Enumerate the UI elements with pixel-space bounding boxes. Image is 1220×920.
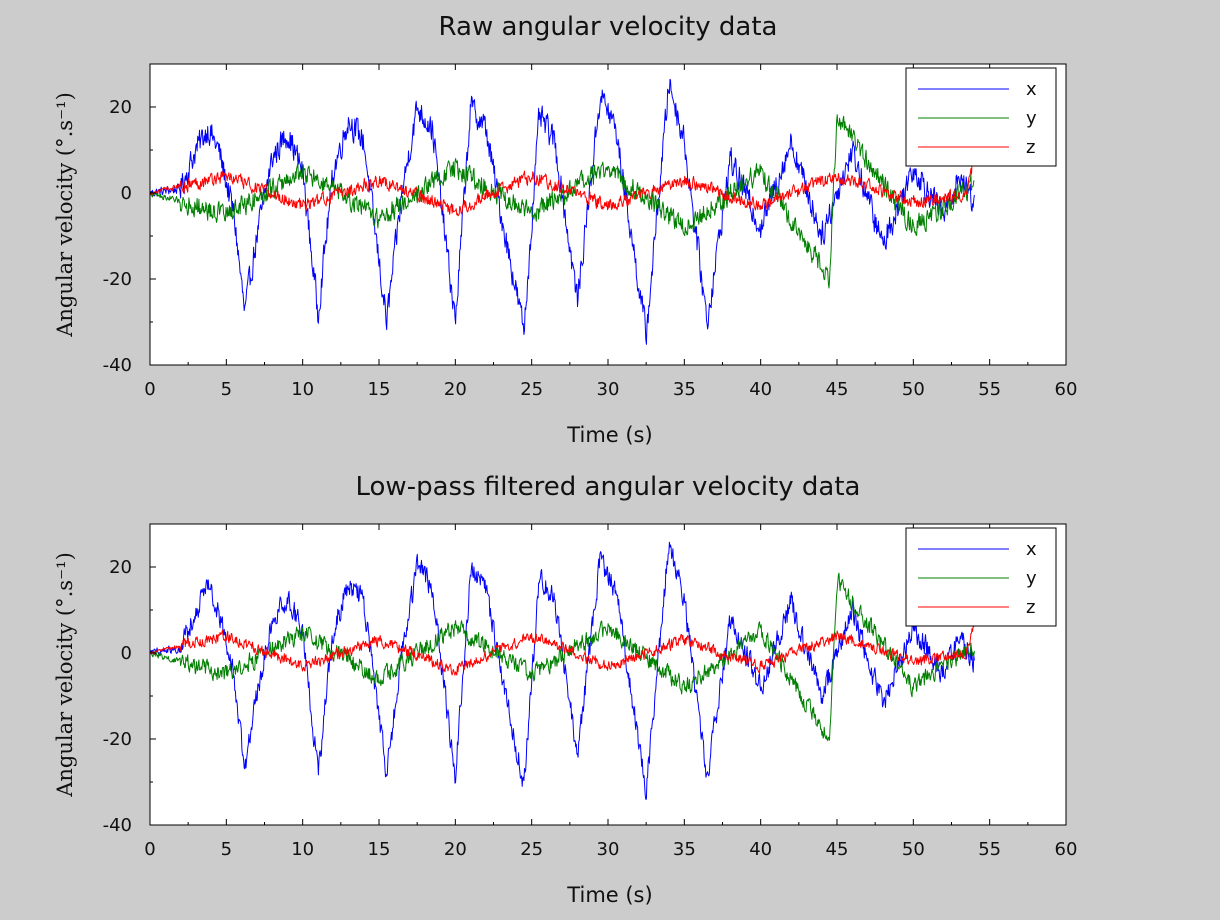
chart2-xtick-label: 20 (444, 839, 467, 860)
chart1-legend-label-x: x (1026, 79, 1037, 100)
chart2-title: Low-pass filtered angular velocity data (356, 472, 861, 502)
chart1-ytick-label: 0 (121, 183, 132, 204)
chart2-xtick-label: 30 (597, 839, 620, 860)
chart1-xtick-label: 5 (221, 379, 232, 400)
chart2-xtick-label: 25 (520, 839, 543, 860)
chart2-xtick-label: 35 (673, 839, 696, 860)
chart2-legend-label-z: z (1026, 597, 1035, 618)
chart2-ylabel: Angular velocity (°.s⁻¹) (53, 552, 77, 798)
chart1-series-z-line (150, 156, 975, 217)
chart2-xtick-label: 45 (826, 839, 849, 860)
chart2-ytick-label: -40 (103, 815, 132, 836)
chart1-xtick-label: 15 (368, 379, 391, 400)
chart1-title: Raw angular velocity data (439, 12, 778, 42)
chart2-legend-label-y: y (1026, 568, 1037, 589)
chart2-legend-label-x: x (1026, 539, 1037, 560)
chart1-series-group (150, 78, 975, 345)
chart2-series-z-line (150, 623, 975, 676)
chart1-xtick-label: 60 (1055, 379, 1078, 400)
chart1-legend-label-y: y (1026, 108, 1037, 129)
chart1-xtick-label: 0 (144, 379, 155, 400)
chart1-xtick-label: 40 (749, 379, 772, 400)
chart2-ytick-label: 0 (121, 643, 132, 664)
chart1-ytick-label: -20 (103, 269, 132, 290)
chart2-xtick-label: 40 (749, 839, 772, 860)
chart2-xtick-label: 50 (902, 839, 925, 860)
chart1-series-x-line (150, 78, 975, 345)
chart2-legend: xyz (905, 527, 1057, 627)
chart2-ytick-label: 20 (109, 557, 132, 578)
chart2-xtick-label: 15 (368, 839, 391, 860)
chart2-xtick-label: 55 (978, 839, 1001, 860)
chart1-xlabel: Time (s) (566, 423, 652, 447)
chart2-xtick-label: 0 (144, 839, 155, 860)
chart1-legend-box (905, 67, 1057, 167)
chart1-xtick-label: 10 (291, 379, 314, 400)
chart1-series-y-line (150, 114, 975, 289)
chart2-legend-box (905, 527, 1057, 627)
chart2-xtick-label: 5 (221, 839, 232, 860)
chart2-ytick-label: -20 (103, 729, 132, 750)
chart1-xtick-label: 25 (520, 379, 543, 400)
chart1-xtick-label: 55 (978, 379, 1001, 400)
chart2-xlabel: Time (s) (566, 883, 652, 907)
chart1-xtick-label: 45 (826, 379, 849, 400)
chart2-series-group (150, 541, 975, 800)
chart1-legend-label-z: z (1026, 137, 1035, 158)
chart1-xtick-label: 30 (597, 379, 620, 400)
chart1-legend: xyz (905, 67, 1057, 167)
chart1-ylabel: Angular velocity (°.s⁻¹) (53, 92, 77, 338)
chart2-xtick-label: 10 (291, 839, 314, 860)
chart1-xtick-label: 50 (902, 379, 925, 400)
chart1-ytick-label: -40 (103, 355, 132, 376)
chart2-xtick-label: 60 (1055, 839, 1078, 860)
chart1-xtick-label: 35 (673, 379, 696, 400)
chart2-series-y-line (150, 572, 975, 742)
chart1-ytick-label: 20 (109, 97, 132, 118)
chart1-xtick-label: 20 (444, 379, 467, 400)
